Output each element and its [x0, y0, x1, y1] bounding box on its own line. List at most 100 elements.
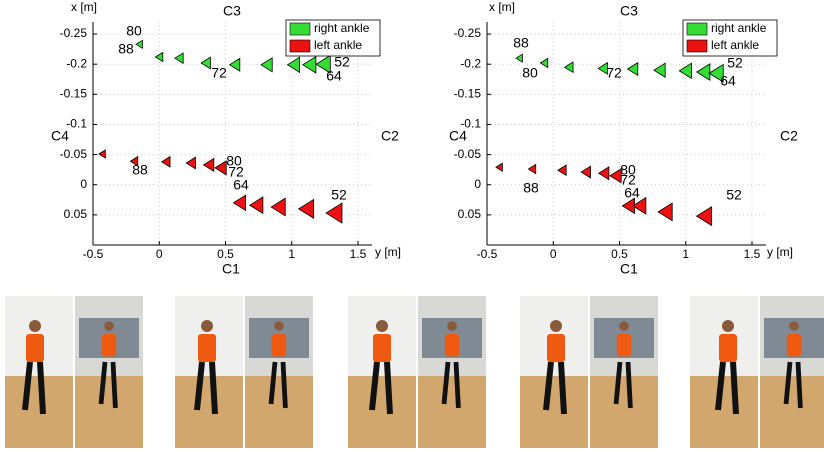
camera-label: C4: [51, 128, 69, 144]
marker: [303, 57, 316, 73]
person-head: [789, 321, 799, 331]
marker: [516, 54, 522, 62]
marker: [558, 165, 566, 175]
y-tick-label: 0: [474, 177, 481, 191]
marker: [679, 63, 691, 78]
frame-annotation: 72: [211, 65, 227, 81]
y-tick-label: 0.05: [458, 207, 482, 221]
y-tick-label: 0.05: [64, 207, 88, 221]
page: -0.25 -0.2 -0.15 -0.1 -0.05 0 0.05 -0.5 0 0.5 1 1.5…: [0, 0, 824, 452]
marker: [204, 158, 214, 171]
marker: [565, 62, 573, 72]
photo-floor: [75, 376, 143, 448]
legend-label: right ankle: [314, 21, 370, 35]
x-tick-label: -0.5: [477, 247, 498, 261]
marker: [136, 40, 142, 48]
marker: [287, 57, 299, 72]
frame-annotation: 88: [513, 35, 529, 51]
marker: [658, 203, 672, 221]
legend-label: left ankle: [711, 38, 759, 52]
person-head: [447, 321, 457, 331]
frame-annotation: 88: [132, 162, 148, 178]
frame-annotation: 72: [606, 65, 622, 81]
marker: [201, 57, 210, 69]
legend-label: left ankle: [314, 38, 362, 52]
person-head: [722, 320, 734, 332]
x-tick-label: 1: [682, 247, 689, 261]
legend-swatch: [290, 23, 310, 35]
person-head: [274, 321, 284, 331]
figure: -0.25 -0.2 -0.15 -0.1 -0.05 0 0.05 -0.5 0 0.5 1 1.5…: [0, 0, 824, 452]
y-tick-label: -0.25: [454, 26, 482, 40]
x-tick-label: 1: [288, 247, 295, 261]
camera-label: C3: [223, 3, 241, 19]
person-shirt: [719, 334, 737, 362]
marker: [496, 163, 502, 171]
photo-floor: [590, 376, 658, 448]
person-shirt: [373, 334, 391, 362]
person-head: [104, 321, 114, 331]
y-tick-label: -0.2: [460, 56, 481, 70]
marker: [628, 63, 638, 76]
marker: [326, 203, 342, 223]
frame-annotation: 64: [326, 68, 342, 84]
person-shirt: [787, 334, 801, 356]
marker: [162, 157, 170, 167]
y-tick-label: 0: [80, 177, 87, 191]
frame-annotation: 64: [624, 185, 640, 201]
person-head: [29, 320, 41, 332]
person-shirt: [617, 334, 631, 356]
person-head: [376, 320, 388, 332]
legend-swatch: [687, 40, 707, 52]
marker: [233, 195, 245, 210]
frame-annotation: 64: [720, 73, 736, 89]
marker: [697, 207, 712, 226]
x-tick-label: 1.5: [744, 247, 761, 261]
y-tick-label: -0.05: [60, 147, 88, 161]
marker: [261, 58, 272, 72]
legend-swatch: [687, 23, 707, 35]
marker: [581, 166, 590, 178]
person-shirt: [445, 334, 459, 356]
person-shirt: [547, 334, 565, 362]
person-head: [201, 320, 213, 332]
person-shirt: [102, 334, 116, 356]
camera-label: C2: [780, 128, 798, 144]
y-tick-label: -0.1: [66, 117, 87, 131]
legend-swatch: [290, 40, 310, 52]
frame-annotation: 52: [727, 55, 743, 71]
frame-annotation: 88: [523, 180, 539, 196]
frame-annotation: 52: [331, 187, 347, 203]
person-shirt: [26, 334, 44, 362]
marker: [155, 52, 162, 61]
marker: [528, 164, 535, 173]
marker: [299, 199, 314, 218]
photo-floor: [245, 376, 313, 448]
x-tick-label: 0.5: [611, 247, 628, 261]
photo-floor: [418, 376, 486, 448]
marker: [175, 53, 183, 63]
x-tick-label: 0.5: [217, 247, 234, 261]
y-tick-label: -0.2: [66, 56, 87, 70]
y-tick-label: -0.15: [454, 86, 482, 100]
marker: [540, 58, 547, 67]
x-tick-label: -0.5: [83, 247, 104, 261]
camera-label: C1: [620, 261, 638, 277]
marker: [250, 197, 263, 213]
person-head: [550, 320, 562, 332]
x-axis-label: y [m]: [375, 245, 401, 259]
y-axis-label: x [m]: [489, 0, 515, 14]
photo-floor: [520, 376, 588, 448]
x-tick-label: 1.5: [350, 247, 367, 261]
x-tick-label: 0: [156, 247, 163, 261]
person-shirt: [198, 334, 216, 362]
marker: [215, 161, 226, 175]
camera-label: C4: [449, 128, 467, 144]
y-axis-label: x [m]: [71, 0, 97, 14]
photo-floor: [760, 376, 824, 448]
frame-annotation: 64: [233, 177, 249, 193]
marker: [654, 63, 665, 77]
legend-label: right ankle: [711, 21, 767, 35]
marker: [697, 64, 710, 80]
y-tick-label: -0.25: [60, 26, 88, 40]
